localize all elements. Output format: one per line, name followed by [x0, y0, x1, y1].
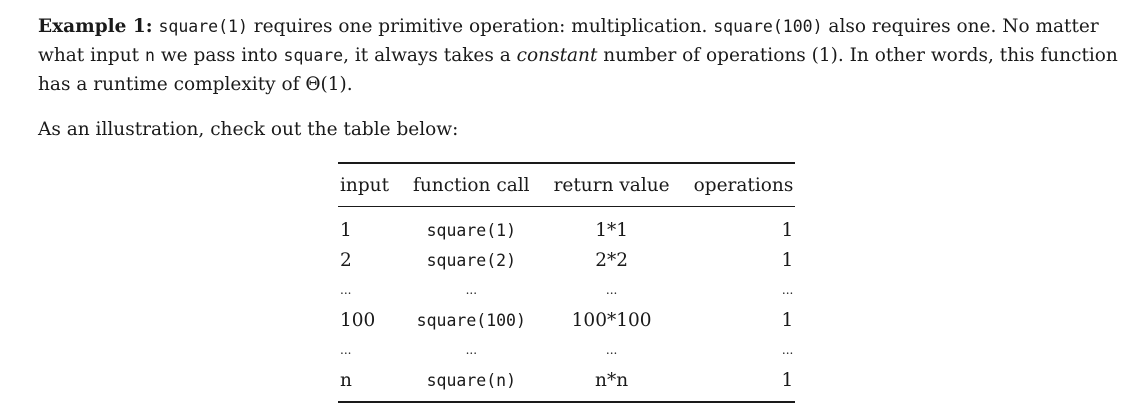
cell-operations: 1: [781, 219, 794, 241]
table-header: input function call return value operati…: [338, 163, 796, 207]
cell-operations: 1: [781, 309, 794, 331]
cell-input: 100: [340, 309, 376, 331]
text-segment: requires one primitive operation: multip…: [247, 16, 714, 37]
cell-input: 1: [340, 219, 352, 241]
cell-ellipsis: ...: [781, 283, 794, 297]
code-square: square: [283, 46, 344, 65]
operations-table: input function call return value operati…: [338, 162, 796, 403]
cell-function-call: square(1): [426, 220, 516, 240]
header-function-call: function call: [413, 174, 530, 196]
emphasis-constant: constant: [516, 45, 598, 66]
header-operations: operations: [693, 174, 794, 196]
cell-function-call: square(n): [426, 370, 516, 390]
cell-return-value: n*n: [595, 369, 629, 391]
table-row: n square(n) n*n 1: [338, 365, 795, 402]
text-segment: , it always takes a: [343, 45, 517, 66]
operations-table-wrapper: input function call return value operati…: [338, 162, 796, 403]
code-square-1: square(1): [158, 17, 248, 36]
cell-return-value: 2*2: [595, 249, 628, 271]
cell-ellipsis: ...: [605, 283, 618, 297]
cell-input: 2: [340, 249, 352, 271]
header-row: input function call return value operati…: [338, 163, 796, 207]
cell-input: n: [340, 369, 352, 391]
table-row-ellipsis: ... ... ... ...: [338, 335, 795, 365]
header-return-value: return value: [553, 174, 670, 196]
cell-function-call: square(2): [426, 250, 516, 270]
code-n: n: [145, 46, 155, 65]
cell-ellipsis: ...: [340, 283, 352, 297]
cell-return-value: 1*1: [595, 219, 628, 241]
table-body: 1 square(1) 1*1 1 2 square(2) 2*2 1 ... …: [338, 207, 795, 403]
table-row: 1 square(1) 1*1 1: [338, 207, 795, 246]
text-segment: also requires one. No matter what input: [38, 16, 1099, 66]
text-segment: number of operations (1). In other words…: [38, 45, 1118, 95]
cell-ellipsis: ...: [340, 343, 352, 357]
cell-ellipsis: ...: [605, 343, 618, 357]
table-row: 2 square(2) 2*2 1: [338, 245, 795, 275]
example-paragraph: Example 1: square(1) requires one primit…: [38, 12, 1118, 99]
cell-ellipsis: ...: [465, 343, 478, 357]
header-input: input: [340, 174, 390, 196]
table-row: 100 square(100) 100*100 1: [338, 305, 795, 335]
cell-operations: 1: [781, 249, 794, 271]
cell-operations: 1: [781, 369, 794, 391]
cell-function-call: square(100): [416, 310, 526, 330]
code-square-100: square(100): [713, 17, 823, 36]
illustration-paragraph: As an illustration, check out the table …: [38, 119, 459, 140]
text-segment: we pass into: [154, 45, 284, 66]
cell-ellipsis: ...: [465, 283, 478, 297]
cell-return-value: 100*100: [571, 309, 652, 331]
table-row-ellipsis: ... ... ... ...: [338, 275, 795, 305]
cell-ellipsis: ...: [781, 343, 794, 357]
example-lead: Example 1:: [38, 16, 153, 37]
